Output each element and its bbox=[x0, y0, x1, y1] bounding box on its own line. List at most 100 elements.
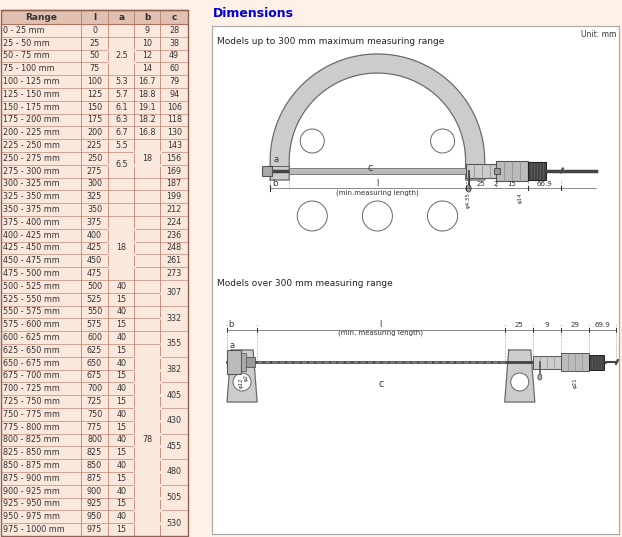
Text: 875 - 900 mm: 875 - 900 mm bbox=[3, 474, 60, 483]
Circle shape bbox=[430, 129, 455, 153]
Text: 800 - 825 mm: 800 - 825 mm bbox=[3, 436, 60, 445]
Bar bbox=[496, 161, 528, 180]
Text: Range: Range bbox=[25, 12, 57, 21]
Text: 475: 475 bbox=[87, 269, 102, 278]
Circle shape bbox=[300, 129, 324, 153]
Text: 40: 40 bbox=[116, 282, 126, 291]
Text: 18.8: 18.8 bbox=[139, 90, 156, 99]
Text: 25: 25 bbox=[514, 322, 523, 328]
Text: 700 - 725 mm: 700 - 725 mm bbox=[3, 384, 60, 393]
Bar bbox=[494, 168, 499, 173]
Text: 75: 75 bbox=[90, 64, 100, 73]
Text: 5.5: 5.5 bbox=[115, 141, 128, 150]
Text: 250: 250 bbox=[87, 154, 102, 163]
Text: 15: 15 bbox=[116, 320, 126, 329]
Text: 700: 700 bbox=[87, 384, 102, 393]
Text: 49: 49 bbox=[169, 52, 179, 61]
Text: 118: 118 bbox=[167, 115, 182, 125]
Text: 40: 40 bbox=[116, 461, 126, 470]
Circle shape bbox=[363, 201, 392, 231]
Text: a: a bbox=[229, 341, 234, 350]
Text: l: l bbox=[93, 12, 96, 21]
Text: Models up to 300 mm maximum measuring range: Models up to 300 mm maximum measuring ra… bbox=[217, 37, 444, 46]
Bar bbox=[1, 24, 188, 536]
Text: Models over 300 mm measuring range: Models over 300 mm measuring range bbox=[217, 279, 392, 288]
Bar bbox=[528, 162, 546, 179]
Text: 75 - 100 mm: 75 - 100 mm bbox=[3, 64, 55, 73]
Text: 78: 78 bbox=[142, 436, 152, 445]
Text: 5.3: 5.3 bbox=[115, 77, 128, 86]
Text: 25: 25 bbox=[90, 39, 100, 48]
Text: 150: 150 bbox=[87, 103, 102, 112]
Circle shape bbox=[427, 201, 458, 231]
Text: 16.7: 16.7 bbox=[139, 77, 156, 86]
Text: 10: 10 bbox=[142, 39, 152, 48]
Text: 69.9: 69.9 bbox=[595, 322, 610, 328]
Text: 15: 15 bbox=[116, 448, 126, 458]
Text: c: c bbox=[172, 12, 177, 21]
Text: 500 - 525 mm: 500 - 525 mm bbox=[3, 282, 60, 291]
Text: 950 - 975 mm: 950 - 975 mm bbox=[3, 512, 60, 521]
Text: c: c bbox=[368, 163, 373, 173]
Text: 175: 175 bbox=[87, 115, 102, 125]
Text: 505: 505 bbox=[167, 493, 182, 502]
Bar bbox=[466, 163, 496, 178]
Text: 625 - 650 mm: 625 - 650 mm bbox=[3, 346, 60, 355]
Text: 975 - 1000 mm: 975 - 1000 mm bbox=[3, 525, 65, 534]
Text: 224: 224 bbox=[167, 218, 182, 227]
Text: Dimensions: Dimensions bbox=[213, 7, 294, 20]
Text: 382: 382 bbox=[167, 365, 182, 374]
Text: 425 - 450 mm: 425 - 450 mm bbox=[3, 243, 60, 252]
Text: 14: 14 bbox=[142, 64, 152, 73]
Text: 16.8: 16.8 bbox=[139, 128, 156, 137]
Text: 38: 38 bbox=[169, 39, 179, 48]
Text: 500: 500 bbox=[87, 282, 102, 291]
Text: 40: 40 bbox=[116, 436, 126, 445]
Text: 775 - 800 mm: 775 - 800 mm bbox=[3, 423, 60, 432]
Text: 100 - 125 mm: 100 - 125 mm bbox=[3, 77, 60, 86]
Text: 15: 15 bbox=[116, 474, 126, 483]
Text: 6.3: 6.3 bbox=[115, 115, 128, 125]
Text: 9: 9 bbox=[145, 26, 150, 35]
Text: 950: 950 bbox=[87, 512, 102, 521]
Text: 275 - 300 mm: 275 - 300 mm bbox=[3, 166, 60, 176]
Text: φ21: φ21 bbox=[572, 377, 577, 388]
Text: φ12: φ12 bbox=[239, 377, 244, 388]
Text: 275: 275 bbox=[87, 166, 102, 176]
Text: 600 - 625 mm: 600 - 625 mm bbox=[3, 333, 60, 342]
Text: 25 - 50 mm: 25 - 50 mm bbox=[3, 39, 50, 48]
Text: 6.5: 6.5 bbox=[115, 161, 128, 169]
Text: 300 - 325 mm: 300 - 325 mm bbox=[3, 179, 60, 188]
Text: 40: 40 bbox=[116, 410, 126, 419]
Text: l: l bbox=[379, 320, 382, 329]
Text: 40: 40 bbox=[116, 308, 126, 316]
Text: (min.measuring length): (min.measuring length) bbox=[336, 189, 419, 195]
Bar bbox=[289, 168, 466, 173]
Bar bbox=[1, 10, 188, 536]
Text: 100: 100 bbox=[87, 77, 102, 86]
Text: 375: 375 bbox=[87, 218, 102, 227]
Text: 15: 15 bbox=[508, 181, 516, 187]
Bar bbox=[561, 353, 589, 371]
Ellipse shape bbox=[538, 374, 542, 380]
Text: 40: 40 bbox=[116, 512, 126, 521]
Text: 325: 325 bbox=[87, 192, 102, 201]
Polygon shape bbox=[270, 54, 485, 180]
Text: 15: 15 bbox=[116, 372, 126, 381]
Text: 332: 332 bbox=[167, 314, 182, 323]
Text: l: l bbox=[376, 179, 379, 188]
Text: b: b bbox=[228, 320, 233, 329]
Text: 15: 15 bbox=[116, 295, 126, 304]
Text: φ2: φ2 bbox=[244, 374, 249, 381]
Text: 925: 925 bbox=[87, 499, 102, 509]
Text: 550: 550 bbox=[87, 308, 102, 316]
Text: 66.9: 66.9 bbox=[536, 181, 552, 187]
Text: 15: 15 bbox=[116, 346, 126, 355]
Bar bbox=[589, 354, 604, 369]
Text: 750 - 775 mm: 750 - 775 mm bbox=[3, 410, 60, 419]
Text: 15: 15 bbox=[116, 499, 126, 509]
Text: 307: 307 bbox=[167, 288, 182, 297]
Text: 94: 94 bbox=[169, 90, 179, 99]
Text: 475 - 500 mm: 475 - 500 mm bbox=[3, 269, 60, 278]
Text: 175 - 200 mm: 175 - 200 mm bbox=[3, 115, 60, 125]
